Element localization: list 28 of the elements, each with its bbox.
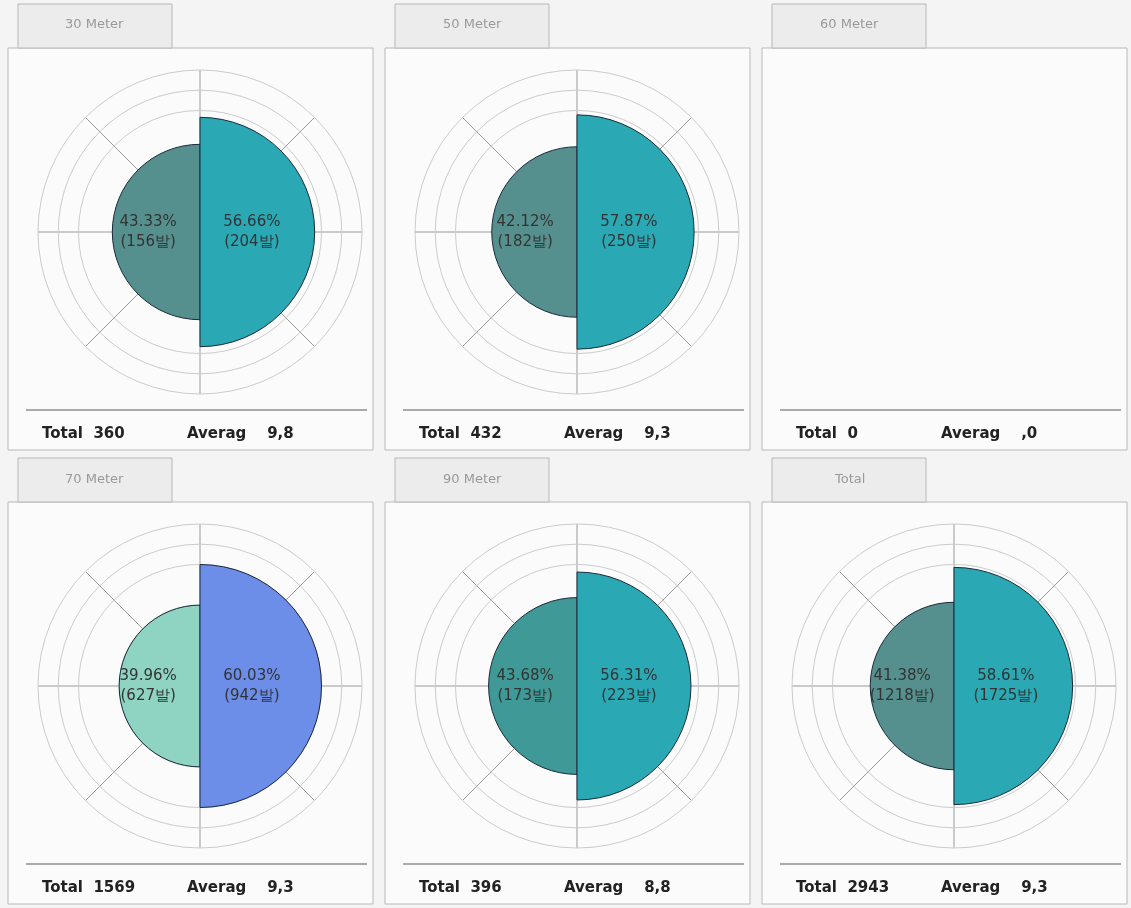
data-label: 43.33% (156발): [119, 212, 177, 250]
data-label: 60.03% (942발): [223, 666, 281, 704]
data-label: 57.87% (250발): [600, 212, 658, 250]
text: Averag ,0: [941, 424, 1038, 442]
text: 70 Meter: [65, 471, 124, 486]
text: Total 360: [42, 424, 125, 442]
data-label: 41.38% (1218발): [869, 666, 935, 704]
text: 90 Meter: [443, 471, 502, 486]
text: 60 Meter: [820, 16, 879, 31]
text: Total: [834, 471, 866, 486]
text: Averag 9,3: [564, 424, 671, 442]
text: Total 1569: [42, 878, 136, 896]
text: Averag 9,8: [187, 424, 294, 442]
text: Total 396: [419, 878, 502, 896]
data-label: 56.66% (204발): [223, 212, 281, 250]
text: 50 Meter: [443, 16, 502, 31]
text: 30 Meter: [65, 16, 124, 31]
text: Averag 9,3: [187, 878, 294, 896]
data-label: 56.31% (223발): [600, 666, 658, 704]
data-label: 39.96% (627발): [119, 666, 177, 704]
data-label: 43.68% (173발): [496, 666, 554, 704]
data-label: 58.61% (1725발): [973, 666, 1039, 704]
text: Total 2943: [796, 878, 890, 896]
data-label: 42.12% (182발): [496, 212, 554, 250]
text: Total 432: [419, 424, 502, 442]
text: Averag 9,3: [941, 878, 1048, 896]
text: Total 0: [796, 424, 858, 442]
text: Averag 8,8: [564, 878, 671, 896]
